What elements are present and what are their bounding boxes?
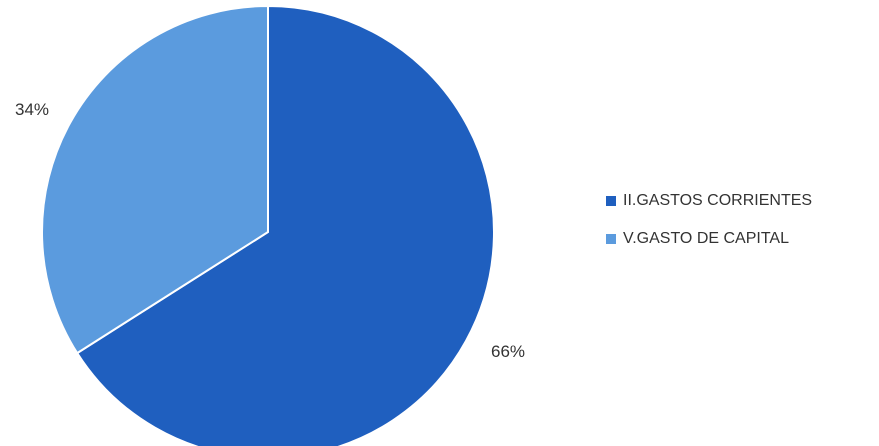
legend-label-gasto-de-capital: V.GASTO DE CAPITAL [623, 230, 789, 247]
legend-item-gastos-corrientes[interactable]: II.GASTOS CORRIENTES [606, 190, 812, 212]
chart-legend: II.GASTOS CORRIENTES V.GASTO DE CAPITAL [606, 190, 812, 266]
legend-swatch-gastos-corrientes [606, 196, 616, 206]
pie-slice-gasto-de-capital[interactable] [41, 4, 269, 355]
legend-swatch-gasto-de-capital [606, 234, 616, 244]
data-label-gastos-corrientes: 66% [491, 342, 525, 361]
legend-label-gastos-corrientes: II.GASTOS CORRIENTES [623, 192, 813, 209]
data-label-gasto-de-capital: 34% [15, 100, 49, 119]
legend-item-gasto-de-capital[interactable]: V.GASTO DE CAPITAL [606, 228, 812, 250]
pie-slice-gastos-corrientes[interactable] [75, 4, 495, 446]
